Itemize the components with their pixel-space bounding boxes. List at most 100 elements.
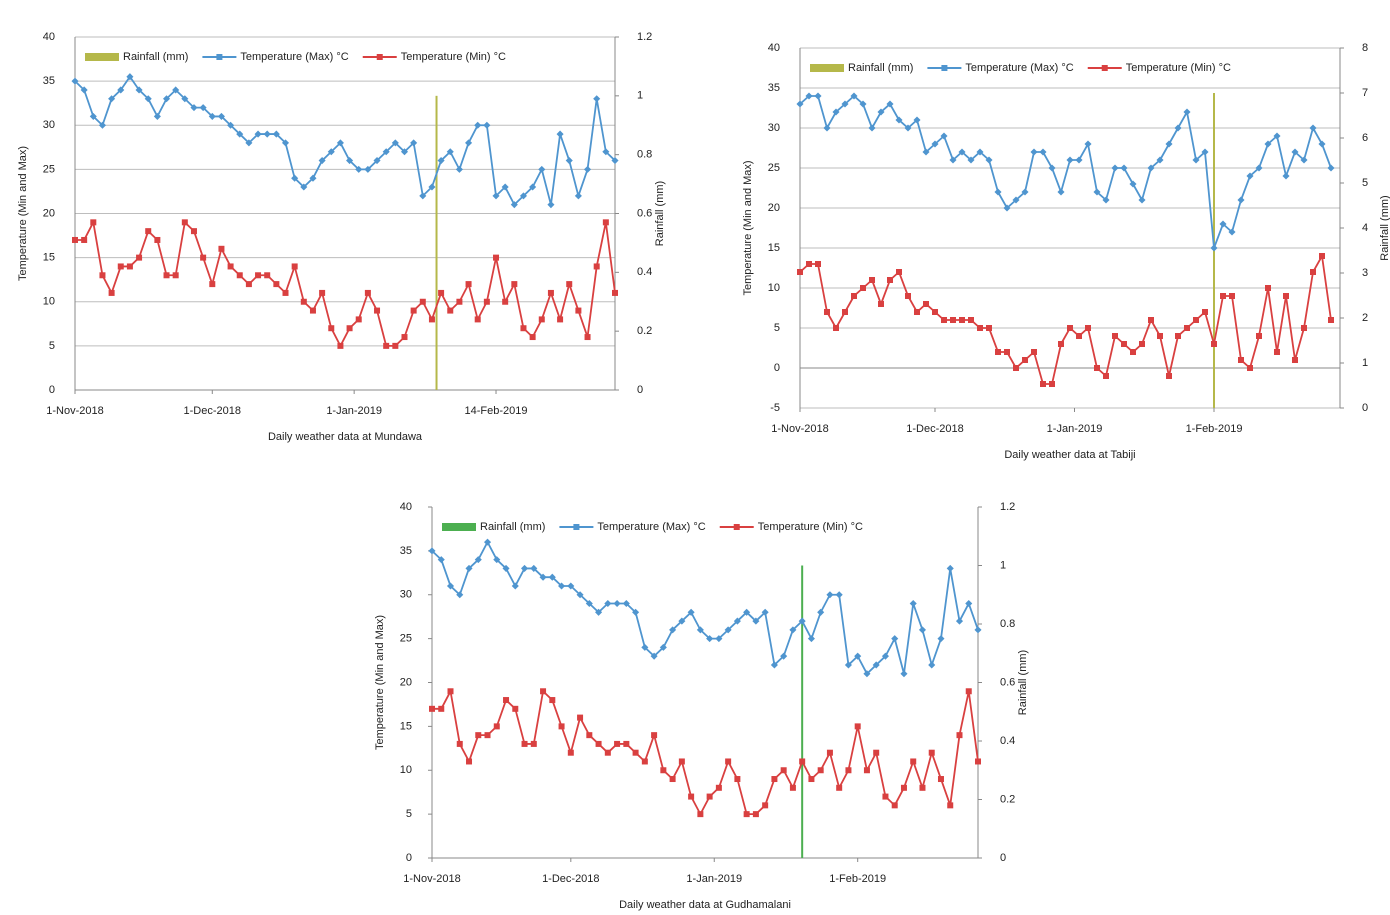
point bbox=[1274, 349, 1280, 355]
point bbox=[576, 591, 584, 599]
point bbox=[1129, 180, 1137, 188]
point bbox=[715, 784, 722, 791]
point bbox=[108, 95, 116, 103]
point bbox=[474, 121, 482, 129]
y2-tick-label: 7 bbox=[1362, 87, 1368, 99]
point bbox=[593, 263, 600, 270]
point bbox=[264, 272, 271, 279]
point bbox=[946, 564, 954, 572]
point bbox=[355, 316, 362, 323]
point bbox=[994, 188, 1002, 196]
point bbox=[89, 112, 97, 120]
y-tick-label: 35 bbox=[768, 82, 780, 94]
point bbox=[1048, 164, 1056, 172]
point bbox=[873, 749, 880, 756]
point bbox=[337, 342, 344, 349]
legend-label: Rainfall (mm) bbox=[123, 51, 188, 63]
y-tick-label: 40 bbox=[400, 501, 412, 513]
point bbox=[410, 307, 417, 314]
x-tick-label: 1-Dec-2018 bbox=[184, 405, 241, 417]
point bbox=[529, 334, 536, 341]
point bbox=[556, 130, 564, 138]
point bbox=[428, 183, 436, 191]
y2-tick-label: 4 bbox=[1362, 222, 1368, 234]
point bbox=[614, 740, 621, 747]
point bbox=[841, 100, 849, 108]
point bbox=[181, 219, 188, 226]
point bbox=[743, 608, 751, 616]
x-tick-label: 14-Feb-2019 bbox=[465, 405, 528, 417]
point bbox=[1076, 333, 1082, 339]
point bbox=[574, 192, 582, 200]
point bbox=[986, 325, 992, 331]
point bbox=[401, 334, 408, 341]
point bbox=[602, 148, 610, 156]
point bbox=[1058, 341, 1064, 347]
point bbox=[282, 289, 289, 296]
y2-tick-label: 5 bbox=[1362, 177, 1368, 189]
point bbox=[1111, 164, 1119, 172]
point bbox=[851, 293, 857, 299]
y2-axis-title: Rainfall (mm) bbox=[654, 181, 666, 246]
point bbox=[355, 165, 363, 173]
point bbox=[493, 556, 501, 564]
point bbox=[922, 148, 930, 156]
point bbox=[502, 298, 509, 305]
point bbox=[300, 298, 307, 305]
point bbox=[474, 316, 481, 323]
point bbox=[530, 740, 537, 747]
point bbox=[465, 139, 473, 147]
point bbox=[72, 236, 78, 243]
point bbox=[547, 201, 555, 209]
point bbox=[475, 732, 482, 739]
point bbox=[1148, 317, 1154, 323]
y-tick-label: 0 bbox=[774, 362, 780, 374]
point bbox=[1211, 341, 1217, 347]
point bbox=[771, 776, 778, 783]
point bbox=[410, 139, 418, 147]
point bbox=[985, 156, 993, 164]
point bbox=[272, 130, 280, 138]
point bbox=[1327, 164, 1335, 172]
point bbox=[968, 317, 974, 323]
point bbox=[364, 165, 372, 173]
point bbox=[492, 192, 500, 200]
point bbox=[807, 635, 815, 643]
point bbox=[1301, 325, 1307, 331]
point bbox=[836, 784, 843, 791]
y-tick-label: 35 bbox=[400, 545, 412, 557]
legend-label: Rainfall (mm) bbox=[480, 521, 545, 533]
point bbox=[641, 643, 649, 651]
point bbox=[611, 157, 619, 165]
point bbox=[309, 174, 317, 182]
point bbox=[200, 254, 207, 261]
point bbox=[199, 104, 207, 112]
legend-marker bbox=[216, 54, 223, 60]
point bbox=[887, 277, 893, 283]
point bbox=[1165, 140, 1173, 148]
x-axis-title: Daily weather data at Gudhamalani bbox=[619, 899, 791, 911]
point bbox=[126, 73, 134, 81]
point bbox=[955, 617, 964, 625]
point bbox=[1247, 365, 1253, 371]
point bbox=[382, 148, 390, 156]
y-tick-label: 10 bbox=[400, 764, 412, 776]
point bbox=[162, 95, 171, 103]
point bbox=[1282, 172, 1290, 180]
point bbox=[585, 599, 593, 608]
point bbox=[844, 661, 852, 669]
point bbox=[931, 140, 939, 148]
y2-tick-label: 0.6 bbox=[1000, 676, 1015, 688]
point bbox=[154, 236, 161, 243]
point bbox=[733, 617, 741, 625]
point bbox=[814, 92, 822, 100]
y2-tick-label: 6 bbox=[1362, 132, 1368, 144]
point bbox=[446, 582, 455, 590]
y2-tick-label: 1 bbox=[1000, 559, 1006, 571]
point bbox=[520, 325, 527, 332]
point bbox=[882, 793, 889, 800]
point bbox=[910, 758, 917, 765]
point bbox=[98, 121, 106, 129]
point bbox=[558, 723, 565, 730]
point bbox=[1237, 196, 1245, 204]
